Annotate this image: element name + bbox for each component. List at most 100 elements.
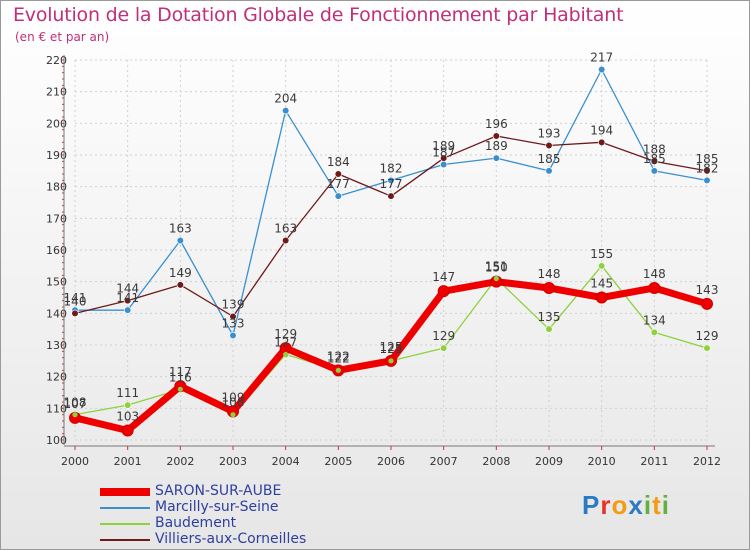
- data-label: 163: [274, 222, 297, 236]
- data-label: 122: [327, 349, 350, 363]
- data-label: 141: [64, 291, 87, 305]
- data-point-overlay: [177, 386, 183, 392]
- chart-subtitle: (en € et par an): [15, 30, 110, 44]
- data-point: [598, 262, 606, 270]
- y-tick-label: 190: [46, 149, 67, 162]
- legend-item: SARON-SUR-AUBE: [100, 483, 420, 500]
- data-label: 187: [432, 146, 455, 160]
- data-label: 129: [274, 327, 297, 341]
- data-point: [282, 107, 290, 115]
- data-point: [440, 160, 448, 169]
- data-label: 217: [590, 51, 613, 65]
- data-label: 177: [380, 177, 403, 191]
- y-tick-label: 120: [46, 371, 67, 384]
- data-label: 182: [696, 161, 719, 175]
- data-label: 163: [169, 222, 192, 236]
- legend-label: Marcilly-sur-Seine: [155, 499, 279, 515]
- data-label: 139: [222, 298, 245, 312]
- data-point: [229, 312, 237, 321]
- data-label: 108: [222, 396, 245, 410]
- x-tick-label: 2008: [482, 455, 510, 468]
- y-tick-label: 220: [46, 54, 67, 67]
- y-tick-label: 160: [46, 244, 67, 257]
- y-tick-label: 150: [46, 276, 67, 289]
- x-tick-label: 2004: [272, 455, 300, 468]
- y-tick-label: 130: [46, 339, 67, 352]
- y-tick-label: 180: [46, 181, 67, 194]
- x-tick-label: 2001: [114, 455, 142, 468]
- legend-label: SARON-SUR-AUBE: [155, 483, 282, 499]
- logo-letter: r: [600, 490, 612, 520]
- y-tick-label: 140: [46, 307, 67, 320]
- data-point: [124, 306, 132, 314]
- data-point: [440, 154, 448, 162]
- logo-letter: x: [628, 490, 644, 520]
- legend-item: Baudement: [100, 515, 420, 532]
- x-tick-label: 2011: [640, 455, 668, 468]
- data-point: [650, 167, 658, 175]
- data-label: 134: [643, 313, 666, 327]
- data-label: 125: [380, 342, 403, 356]
- x-tick-label: 2010: [588, 455, 616, 468]
- data-point: [648, 282, 661, 294]
- data-label: 127: [274, 336, 297, 350]
- data-label: 145: [590, 277, 613, 291]
- data-point: [703, 167, 711, 175]
- data-point: [598, 65, 606, 74]
- data-label: 185: [538, 152, 561, 166]
- data-label: 117: [169, 365, 192, 379]
- data-point: [387, 176, 395, 184]
- x-tick-label: 2009: [535, 455, 563, 468]
- data-point: [492, 132, 500, 140]
- data-point: [124, 401, 132, 409]
- data-label: 116: [169, 370, 192, 384]
- data-point: [703, 344, 711, 352]
- data-label: 129: [432, 329, 455, 343]
- data-point-overlay: [388, 358, 394, 364]
- data-label: 149: [169, 266, 192, 280]
- data-point: [598, 138, 606, 146]
- data-label: 196: [485, 117, 508, 131]
- data-label: 189: [485, 139, 508, 153]
- data-label: 129: [696, 329, 719, 343]
- logo-letter: P: [582, 490, 601, 520]
- logo-letter: i: [643, 490, 653, 520]
- legend-swatch: [100, 488, 150, 496]
- logo-letter: i: [661, 490, 670, 520]
- legend-item: Villiers-aux-Corneilles: [100, 531, 420, 548]
- x-tick-label: 2006: [377, 455, 405, 468]
- data-label: 182: [380, 161, 403, 175]
- data-point: [282, 236, 290, 245]
- data-label: 111: [116, 386, 139, 400]
- data-label: 151: [485, 260, 508, 274]
- data-point: [543, 282, 555, 294]
- logo-letter: t: [652, 490, 662, 520]
- data-point: [334, 192, 342, 200]
- data-label: 188: [643, 142, 666, 156]
- data-label: 107: [64, 397, 87, 411]
- data-point: [71, 309, 79, 317]
- logo-letter: o: [611, 490, 629, 520]
- data-label: 122: [327, 351, 350, 365]
- data-point: [176, 281, 184, 289]
- data-point-overlay: [283, 351, 289, 358]
- data-point: [121, 424, 134, 437]
- data-point: [701, 297, 713, 310]
- data-point: [545, 325, 553, 333]
- y-tick-label: 170: [46, 212, 67, 225]
- data-label: 193: [538, 127, 561, 141]
- data-label: 189: [432, 139, 455, 153]
- y-tick-label: 110: [46, 402, 67, 415]
- data-point: [545, 141, 553, 150]
- legend-item: Marcilly-sur-Seine: [100, 499, 420, 516]
- data-label: 135: [538, 310, 561, 324]
- legend-swatch: [100, 507, 150, 509]
- data-label: 184: [327, 155, 350, 169]
- data-label: 109: [222, 391, 245, 405]
- data-point: [545, 167, 553, 175]
- data-label: 133: [222, 317, 245, 331]
- data-label: 141: [116, 291, 139, 305]
- data-label: 185: [696, 152, 719, 166]
- x-tick-label: 2000: [61, 455, 89, 468]
- data-point-overlay: [493, 275, 499, 282]
